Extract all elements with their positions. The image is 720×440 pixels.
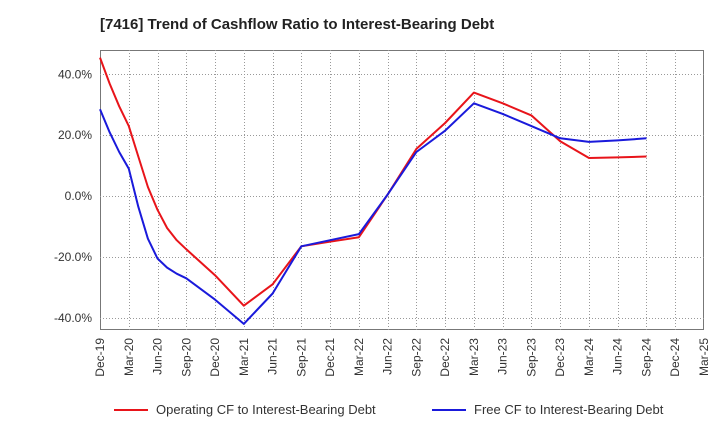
y-tick-label: 40.0% (58, 67, 92, 81)
x-tick-label: Jun-22 (381, 338, 395, 375)
x-tick-label: Sep-24 (639, 338, 653, 377)
x-tick-label: Sep-21 (294, 338, 308, 377)
series-line-operating-cf (99, 57, 647, 307)
y-tick-label: -20.0% (54, 250, 92, 264)
x-tick-label: Jun-21 (266, 338, 280, 375)
x-tick-label: Jun-24 (611, 338, 625, 375)
x-axis-ticks: Dec-19 Mar-20 Jun-20 Sep-20 Dec-20 Mar-21 Jun-… (93, 338, 711, 377)
x-tick-label: Mar-22 (352, 338, 366, 376)
y-tick-label: 20.0% (58, 128, 92, 142)
y-axis-ticks: 40.0% 20.0% 0.0% -20.0% -40.0% (54, 67, 92, 324)
legend-label-operating-cf: Operating CF to Interest-Bearing Debt (156, 402, 376, 417)
x-tick-label: Mar-20 (122, 338, 136, 376)
x-tick-label: Sep-23 (524, 338, 538, 377)
x-tick-label: Dec-20 (208, 338, 222, 377)
x-tick-label: Mar-23 (467, 338, 481, 376)
x-tick-label: Jun-23 (496, 338, 510, 375)
legend: Operating CF to Interest-Bearing Debt Fr… (0, 402, 720, 426)
legend-item-operating-cf: Operating CF to Interest-Bearing Debt (114, 402, 376, 417)
legend-label-free-cf: Free CF to Interest-Bearing Debt (474, 402, 664, 417)
y-tick-label: -40.0% (54, 311, 92, 325)
legend-item-free-cf: Free CF to Interest-Bearing Debt (432, 402, 663, 417)
x-tick-label: Jun-20 (151, 338, 165, 375)
x-tick-label: Dec-23 (553, 338, 567, 377)
x-tick-label: Mar-21 (237, 338, 251, 376)
x-tick-label: Dec-22 (438, 338, 452, 377)
x-tick-label: Sep-22 (409, 338, 423, 377)
x-tick-label: Sep-20 (179, 338, 193, 377)
x-tick-label: Mar-24 (582, 338, 596, 376)
plot-area (100, 50, 704, 330)
chart-title: [7416] Trend of Cashflow Ratio to Intere… (100, 16, 495, 33)
legend-swatch-operating-cf (114, 408, 148, 411)
series-lines (99, 57, 647, 325)
series-line-free-cf (99, 102, 647, 325)
x-tick-label: Dec-24 (668, 338, 682, 377)
legend-swatch-free-cf (432, 408, 466, 411)
x-tick-label: Dec-21 (323, 338, 337, 377)
y-tick-label: 0.0% (65, 189, 93, 203)
x-tick-label: Mar-25 (697, 338, 711, 376)
x-tick-label: Dec-19 (93, 338, 107, 377)
